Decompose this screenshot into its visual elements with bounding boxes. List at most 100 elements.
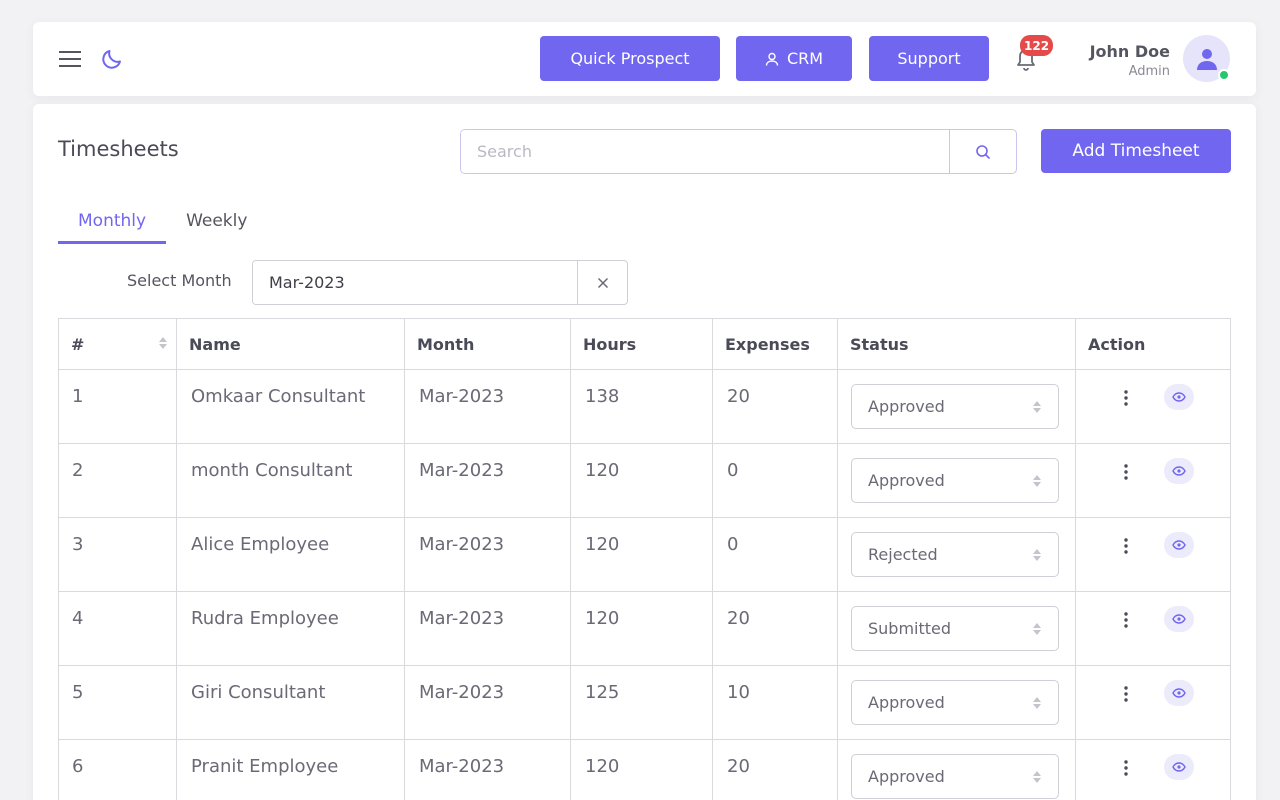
kebab-icon[interactable] xyxy=(1116,760,1136,780)
column-header-expenses: Expenses xyxy=(712,318,838,370)
row-index: 2 xyxy=(58,443,177,518)
row-index: 5 xyxy=(58,665,177,740)
select-month-label: Select Month xyxy=(127,271,232,290)
month-input[interactable] xyxy=(253,261,577,304)
view-button[interactable] xyxy=(1164,384,1194,410)
column-header-status: Status xyxy=(837,318,1076,370)
select-arrows-icon xyxy=(1033,622,1041,635)
status-value: Approved xyxy=(868,693,945,712)
row-month: Mar-2023 xyxy=(404,517,571,592)
eye-icon xyxy=(1172,762,1186,772)
add-timesheet-button[interactable]: Add Timesheet xyxy=(1041,129,1231,173)
menu-icon[interactable] xyxy=(58,48,82,70)
search-input[interactable] xyxy=(461,130,949,173)
row-expenses: 0 xyxy=(712,517,838,592)
status-value: Submitted xyxy=(868,619,952,638)
user-name: John Doe xyxy=(1089,42,1170,61)
moon-icon[interactable] xyxy=(99,46,125,72)
status-select[interactable]: Rejected xyxy=(851,532,1059,577)
row-name: month Consultant xyxy=(176,443,405,518)
row-status-cell: Approved xyxy=(837,369,1076,444)
view-button[interactable] xyxy=(1164,754,1194,780)
crm-label: CRM xyxy=(786,49,824,68)
view-button[interactable] xyxy=(1164,458,1194,484)
row-status-cell: Rejected xyxy=(837,517,1076,592)
status-select[interactable]: Submitted xyxy=(851,606,1059,651)
row-status-cell: Approved xyxy=(837,443,1076,518)
quick-prospect-button[interactable]: Quick Prospect xyxy=(540,36,720,81)
top-header: Quick Prospect CRM Support 122 John Doe … xyxy=(33,22,1256,96)
tab-weekly[interactable]: Weekly xyxy=(186,211,248,231)
search-button[interactable] xyxy=(949,130,1016,173)
user-icon xyxy=(765,52,779,66)
month-clear-button[interactable] xyxy=(577,261,627,304)
row-action-cell xyxy=(1075,443,1231,518)
avatar-icon xyxy=(1196,48,1217,70)
row-action-cell xyxy=(1075,739,1231,800)
status-value: Approved xyxy=(868,397,945,416)
view-button[interactable] xyxy=(1164,606,1194,632)
kebab-icon[interactable] xyxy=(1116,612,1136,632)
kebab-icon[interactable] xyxy=(1116,390,1136,410)
select-arrows-icon xyxy=(1033,400,1041,413)
eye-icon xyxy=(1172,540,1186,550)
eye-icon xyxy=(1172,392,1186,402)
row-month: Mar-2023 xyxy=(404,443,571,518)
row-index: 3 xyxy=(58,517,177,592)
online-status-dot xyxy=(1218,69,1230,81)
row-index: 1 xyxy=(58,369,177,444)
close-icon xyxy=(597,277,608,288)
row-hours: 120 xyxy=(570,591,713,666)
status-select[interactable]: Approved xyxy=(851,458,1059,503)
row-status-cell: Approved xyxy=(837,665,1076,740)
table-row: 5 Giri Consultant Mar-2023 125 10 Approv… xyxy=(58,665,1231,740)
row-expenses: 20 xyxy=(712,591,838,666)
tab-monthly[interactable]: Monthly xyxy=(58,202,167,244)
row-action-cell xyxy=(1075,665,1231,740)
user-role: Admin xyxy=(1128,64,1170,79)
row-action-cell xyxy=(1075,369,1231,444)
timesheets-table: # Name Month Hours Expenses Status Actio… xyxy=(58,318,1231,800)
view-button[interactable] xyxy=(1164,680,1194,706)
status-value: Approved xyxy=(868,471,945,490)
column-header-name: Name xyxy=(176,318,405,370)
row-month: Mar-2023 xyxy=(404,591,571,666)
support-label: Support xyxy=(897,49,961,68)
kebab-icon[interactable] xyxy=(1116,464,1136,484)
row-expenses: 10 xyxy=(712,665,838,740)
crm-button[interactable]: CRM xyxy=(736,36,852,81)
row-expenses: 0 xyxy=(712,443,838,518)
row-name: Giri Consultant xyxy=(176,665,405,740)
status-select[interactable]: Approved xyxy=(851,384,1059,429)
row-name: Alice Employee xyxy=(176,517,405,592)
status-select[interactable]: Approved xyxy=(851,680,1059,725)
table-header-row: # Name Month Hours Expenses Status Actio… xyxy=(58,318,1231,370)
row-hours: 138 xyxy=(570,369,713,444)
row-month: Mar-2023 xyxy=(404,369,571,444)
row-expenses: 20 xyxy=(712,369,838,444)
table-row: 2 month Consultant Mar-2023 120 0 Approv… xyxy=(58,443,1231,518)
row-name: Pranit Employee xyxy=(176,739,405,800)
row-hours: 120 xyxy=(570,443,713,518)
column-header-index[interactable]: # xyxy=(58,318,177,370)
row-action-cell xyxy=(1075,517,1231,592)
row-action-cell xyxy=(1075,591,1231,666)
timesheets-card: Timesheets Add Timesheet Monthly Weekly … xyxy=(33,104,1256,800)
eye-icon xyxy=(1172,688,1186,698)
table-row: 1 Omkaar Consultant Mar-2023 138 20 Appr… xyxy=(58,369,1231,444)
select-arrows-icon xyxy=(1033,474,1041,487)
kebab-icon[interactable] xyxy=(1116,686,1136,706)
row-name: Omkaar Consultant xyxy=(176,369,405,444)
status-select[interactable]: Approved xyxy=(851,754,1059,799)
row-hours: 120 xyxy=(570,739,713,800)
table-row: 4 Rudra Employee Mar-2023 120 20 Submitt… xyxy=(58,591,1231,666)
month-picker xyxy=(252,260,628,305)
row-status-cell: Submitted xyxy=(837,591,1076,666)
row-month: Mar-2023 xyxy=(404,739,571,800)
search-icon xyxy=(976,144,990,159)
support-button[interactable]: Support xyxy=(869,36,989,81)
row-expenses: 20 xyxy=(712,739,838,800)
view-button[interactable] xyxy=(1164,532,1194,558)
row-status-cell: Approved xyxy=(837,739,1076,800)
kebab-icon[interactable] xyxy=(1116,538,1136,558)
